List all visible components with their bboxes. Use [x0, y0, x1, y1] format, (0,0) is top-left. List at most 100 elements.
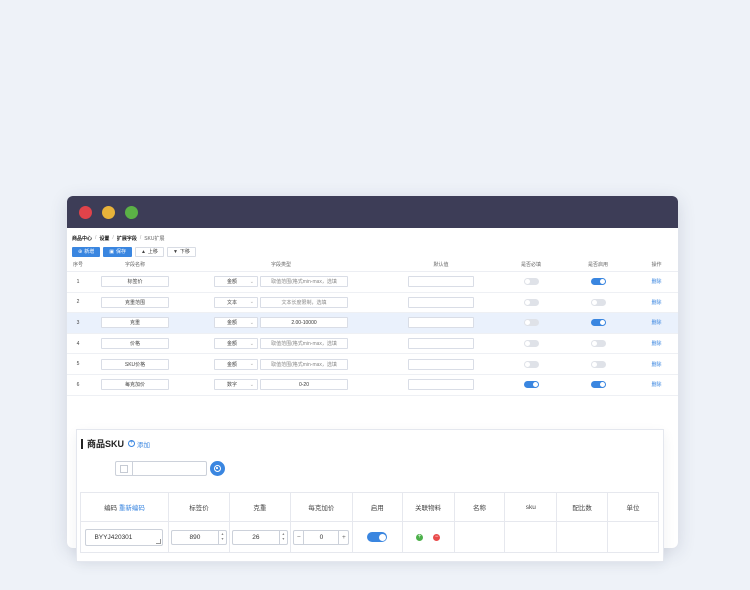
sku-panel: 商品SKU + 添加 编码 重新编码 标签价 克重 每克加价 启用 关联物料 名称…	[77, 430, 663, 561]
move-down-button[interactable]: ▼ 下移	[166, 246, 196, 257]
field-type-select[interactable]: 金额 ⌄	[214, 276, 258, 288]
range-input[interactable]: 0-20	[260, 379, 348, 391]
field-name-input[interactable]: 克重范围	[101, 296, 169, 308]
move-up-button[interactable]: ▲ 上移	[134, 246, 164, 257]
required-toggle[interactable]	[523, 319, 539, 327]
enabled-toggle[interactable]	[590, 360, 606, 368]
enabled-toggle[interactable]	[590, 278, 606, 286]
field-name-input[interactable]: SKU价格	[101, 358, 169, 370]
minimize-window-button[interactable]	[102, 205, 115, 219]
row-index: 2	[76, 299, 80, 306]
enabled-toggle[interactable]	[590, 298, 606, 306]
required-toggle[interactable]	[523, 340, 539, 348]
field-name-input[interactable]: 每克加价	[101, 379, 169, 391]
fields-table: 序号 字段名称 字段类型 默认值 是否必填 是否启用 操作 1 标签价 金额 ⌄ …	[67, 258, 678, 396]
table-row[interactable]: 2 克重范围 文本 ⌄ 文本长度限制，选填 删除	[67, 293, 678, 314]
default-value-input[interactable]	[408, 358, 474, 370]
table-row[interactable]: 4 价格 金额 ⌄ 取值范围(格式min-max，选填 删除	[67, 334, 678, 355]
col-header-weight: 克重	[228, 492, 291, 522]
table-row[interactable]: 5 SKU价格 金额 ⌄ 取值范围(格式min-max，选填 删除	[67, 354, 678, 375]
field-name-input[interactable]: 克重	[101, 317, 169, 329]
required-toggle[interactable]	[523, 381, 539, 389]
field-type-select[interactable]: 金额 ⌄	[214, 317, 258, 329]
breadcrumb-item-extended-fields[interactable]: 扩展字段	[116, 235, 137, 242]
delete-link[interactable]: 删除	[651, 299, 662, 306]
search-button[interactable]	[210, 461, 225, 476]
delete-link[interactable]: 删除	[651, 382, 662, 389]
delete-link[interactable]: 删除	[651, 279, 662, 286]
add-button[interactable]: ⊕ 新增	[72, 246, 101, 257]
weight-input[interactable]: 26 ▲ ▼	[231, 529, 288, 545]
table-row[interactable]: 6 每克加价 数字 ⌄ 0-20 删除	[67, 375, 678, 396]
regenerate-code-link[interactable]: 重新编码	[118, 505, 145, 512]
sku-enable-toggle[interactable]	[367, 532, 388, 542]
default-value-input[interactable]	[408, 317, 474, 329]
enabled-toggle[interactable]	[590, 381, 606, 389]
required-toggle[interactable]	[523, 278, 539, 286]
add-sku-link[interactable]: + 添加	[128, 440, 151, 449]
table-row[interactable]: 1 标签价 金额 ⌄ 取值范围(格式min-max，选填 删除	[67, 272, 678, 293]
chevron-down-icon: ⌄	[249, 299, 254, 306]
chevron-down-icon: ⌄	[249, 278, 254, 285]
plus-icon[interactable]: +	[341, 533, 346, 541]
ratio-cell	[556, 521, 609, 553]
delete-link[interactable]: 删除	[651, 341, 662, 348]
save-button[interactable]: ▣ 保存	[103, 246, 132, 257]
col-header-name: 名称	[453, 492, 506, 522]
plus-icon: ⊕	[78, 248, 83, 255]
range-input[interactable]: 取值范围(格式min-max，选填	[260, 276, 348, 288]
arrow-down-icon: ▼	[172, 248, 178, 255]
range-input[interactable]: 文本长度限制，选填	[260, 296, 348, 308]
tag-price-input[interactable]: 890 ▲ ▼	[170, 529, 227, 545]
default-value-input[interactable]	[408, 379, 474, 391]
col-header-field-type: 字段类型	[270, 262, 291, 268]
required-toggle[interactable]	[523, 298, 539, 306]
required-toggle[interactable]	[523, 360, 539, 368]
breadcrumb-item-settings[interactable]: 设置	[99, 235, 110, 242]
row-index: 6	[76, 381, 80, 388]
enabled-toggle[interactable]	[590, 319, 606, 327]
col-header-required: 是否必填	[520, 262, 541, 268]
plus-icon: +	[128, 440, 136, 447]
field-type-select[interactable]: 金额 ⌄	[214, 358, 258, 370]
field-type-select[interactable]: 数字 ⌄	[214, 379, 258, 391]
toolbar: ⊕ 新增 ▣ 保存 ▲ 上移 ▼ 下移	[67, 246, 678, 257]
per-gram-stepper[interactable]: −0 +	[293, 529, 350, 545]
add-material-icon[interactable]: +	[416, 533, 424, 541]
col-header-code: 编码 重新编码	[80, 492, 169, 522]
field-name-input[interactable]: 标签价	[101, 276, 169, 288]
close-window-button[interactable]	[79, 205, 92, 219]
spinner-arrows-icon[interactable]: ▲ ▼	[278, 530, 287, 544]
row-index: 4	[76, 340, 80, 347]
col-header-action: 操作	[651, 262, 662, 268]
arrow-up-icon: ▲	[140, 248, 146, 255]
table-row[interactable]: 3 克重 金额 ⌄ 2.00-10000 删除	[67, 313, 678, 334]
range-input[interactable]: 取值范围(格式min-max，选填	[260, 358, 348, 370]
range-input[interactable]: 2.00-10000	[260, 317, 348, 329]
search-input[interactable]	[115, 461, 207, 476]
default-value-input[interactable]	[408, 276, 474, 288]
spinner-arrows-icon[interactable]: ▲ ▼	[217, 530, 226, 544]
delete-link[interactable]: 删除	[651, 320, 662, 327]
fields-table-header: 序号 字段名称 字段类型 默认值 是否必填 是否启用 操作	[67, 258, 678, 272]
field-type-select[interactable]: 金额 ⌄	[214, 338, 258, 350]
row-index: 1	[76, 278, 80, 285]
field-type-select[interactable]: 文本 ⌄	[214, 296, 258, 308]
remove-material-icon[interactable]: −	[433, 533, 441, 541]
maximize-window-button[interactable]	[125, 205, 138, 219]
save-icon: ▣	[109, 248, 114, 255]
range-input[interactable]: 取值范围(格式min-max，选填	[260, 338, 348, 350]
select-checkbox[interactable]	[120, 464, 128, 473]
col-header-tag-price: 标签价	[167, 492, 230, 522]
minus-icon[interactable]: −	[296, 533, 301, 541]
sku-code-textarea[interactable]: BYYJ420301	[85, 528, 164, 546]
delete-link[interactable]: 删除	[651, 361, 662, 368]
table-row: BYYJ420301 890 ▲ ▼ 26 ▲ ▼ −0 + + −	[80, 521, 659, 553]
name-cell	[453, 521, 506, 553]
default-value-input[interactable]	[408, 296, 474, 308]
enabled-toggle[interactable]	[590, 340, 606, 348]
default-value-input[interactable]	[408, 338, 474, 350]
field-name-input[interactable]: 价格	[101, 338, 169, 350]
col-header-field-name: 字段名称	[124, 262, 145, 268]
breadcrumb-item-product-center[interactable]: 商品中心	[72, 235, 93, 242]
